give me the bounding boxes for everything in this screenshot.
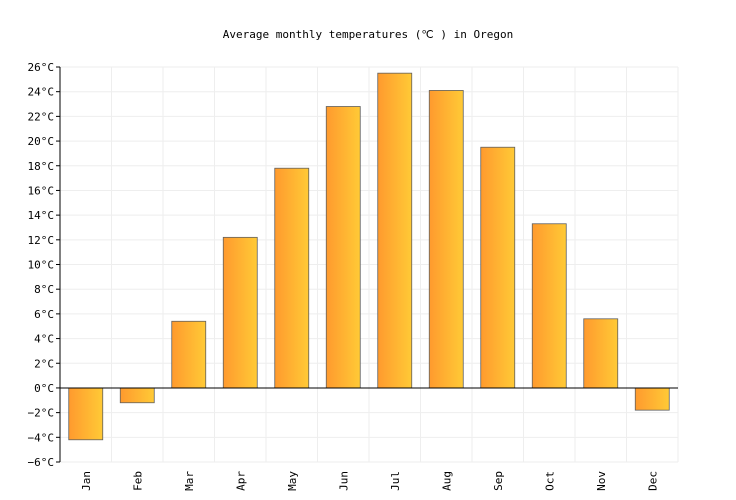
x-tick-label-jun: Jun: [337, 471, 350, 491]
x-tick-label-jan: Jan: [80, 471, 93, 491]
y-tick-label: 26°C: [28, 61, 55, 74]
bar-mar: [171, 320, 207, 389]
y-tick-label: 14°C: [28, 209, 55, 222]
bar-aug: [428, 90, 464, 389]
y-tick-label: 16°C: [28, 184, 55, 197]
chart-title: Average monthly temperatures (℃ ) in Ore…: [223, 28, 514, 41]
bar-may: [274, 167, 310, 389]
bar-dec: [634, 387, 670, 411]
bar-nov: [583, 318, 619, 389]
bar-feb: [119, 387, 155, 404]
x-tick-label-jul: Jul: [389, 471, 402, 491]
bar-jun: [325, 106, 361, 389]
x-tick-label-nov: Nov: [595, 471, 608, 491]
y-tick-label: 10°C: [28, 259, 55, 272]
bar-sep: [480, 146, 516, 389]
x-tick-label-dec: Dec: [646, 471, 659, 491]
y-tick-label: −6°C: [28, 456, 55, 469]
x-tick-label-aug: Aug: [440, 471, 453, 491]
x-tick-label-mar: Mar: [183, 471, 196, 491]
bar-apr: [222, 236, 258, 389]
bar-jul: [377, 72, 413, 389]
y-tick-label: 24°C: [28, 86, 55, 99]
bars: [68, 72, 670, 441]
bar-jan: [68, 387, 104, 441]
x-tick-label-oct: Oct: [543, 471, 556, 491]
x-tick-label-may: May: [286, 471, 299, 491]
y-tick-labels: 26°C 24°C 22°C 20°C 18°C 16°C 14°C 12°C 10°C 8°C 6…: [28, 61, 55, 469]
bar-oct: [531, 223, 567, 389]
y-tick-label: −4°C: [28, 431, 55, 444]
x-tick-label-feb: Feb: [131, 471, 144, 491]
x-tick-labels: Jan Feb Mar Apr May Jun Jul Aug Sep Oct Nov Dec: [80, 471, 660, 491]
y-tick-label: 22°C: [28, 110, 55, 123]
axes: [56, 66, 678, 463]
x-tick-label-sep: Sep: [492, 471, 505, 491]
y-tick-label: 8°C: [34, 283, 54, 296]
y-tick-label: 18°C: [28, 160, 55, 173]
y-tick-label: 2°C: [34, 357, 54, 370]
y-tick-label: 12°C: [28, 234, 55, 247]
y-tick-label: 0°C: [34, 382, 54, 395]
y-tick-label: −2°C: [28, 407, 55, 420]
y-tick-label: 4°C: [34, 333, 54, 346]
y-tick-label: 6°C: [34, 308, 54, 321]
x-tick-label-apr: Apr: [234, 471, 247, 491]
y-tick-label: 20°C: [28, 135, 55, 148]
